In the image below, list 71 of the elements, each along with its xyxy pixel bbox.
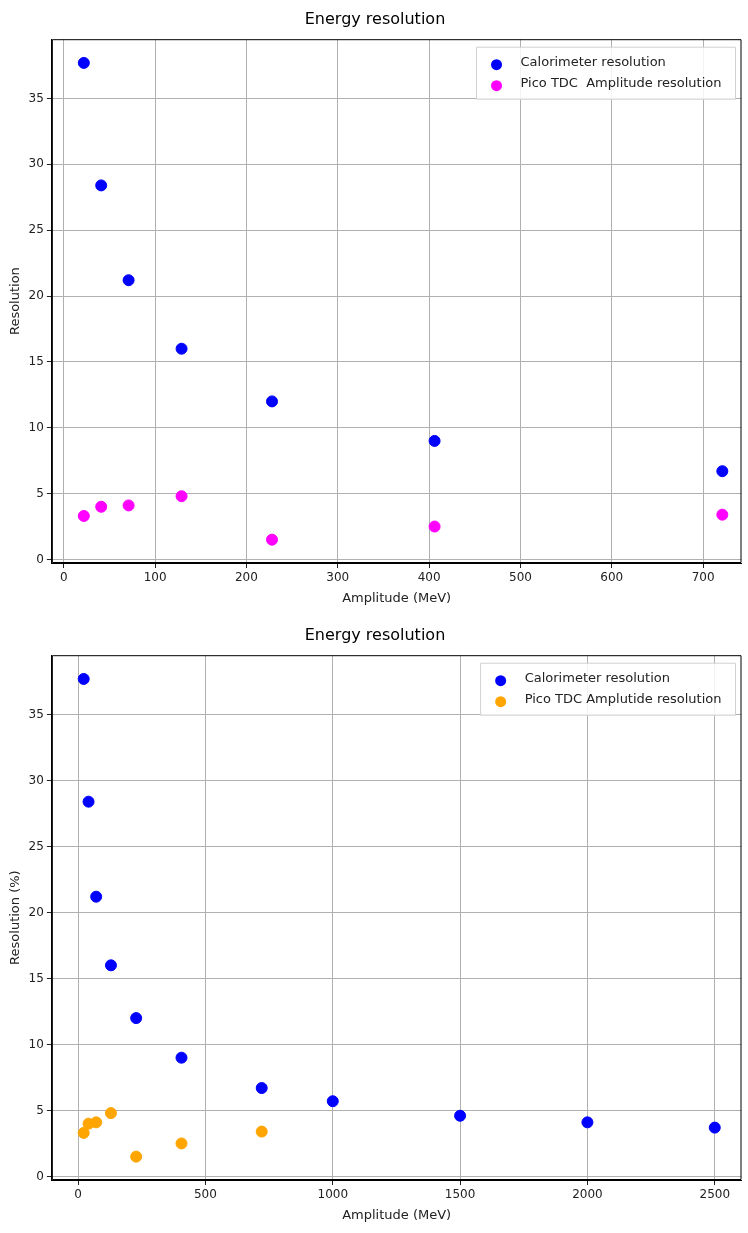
point: [104, 959, 117, 972]
point: [82, 795, 95, 808]
y-axis-title: Resolution: [7, 267, 23, 336]
x-tick-label: 2000: [572, 1187, 603, 1202]
x-tick-label: 0: [74, 1187, 82, 1202]
point: [454, 1109, 467, 1122]
point: [428, 434, 441, 447]
point: [104, 1107, 117, 1120]
point: [255, 1082, 268, 1095]
point: [266, 395, 278, 408]
x-tick-label: 2500: [699, 1187, 731, 1202]
point: [130, 1150, 143, 1163]
y-tick-label: 10: [28, 419, 44, 434]
y-tick-label: 10: [28, 1036, 44, 1051]
chart-title: Energy resolution: [304, 624, 446, 644]
y-tick-label: 15: [28, 970, 44, 985]
legend-label: Pico TDC Amplitude resolution: [520, 75, 722, 91]
point: [428, 520, 441, 533]
x-tick-label: 400: [417, 570, 441, 585]
y-tick-label: 25: [28, 222, 44, 237]
point: [122, 499, 135, 512]
point: [175, 490, 188, 503]
legend-label: Calorimeter resolution: [520, 54, 666, 70]
x-tick-label: 200: [234, 570, 258, 585]
point: [175, 1051, 188, 1064]
y-tick-label: 15: [28, 354, 44, 369]
y-tick-label: 35: [28, 706, 44, 721]
point: [708, 1121, 721, 1134]
y-tick-label: 20: [28, 288, 44, 303]
point: [122, 274, 135, 287]
y-tick-label: 30: [28, 772, 44, 787]
point: [581, 1116, 594, 1129]
y-tick-label: 30: [28, 156, 44, 171]
point: [77, 672, 90, 685]
point: [175, 342, 188, 355]
x-tick-label: 100: [143, 570, 167, 585]
point: [77, 56, 90, 69]
point: [266, 533, 278, 546]
y-tick-label: 5: [36, 485, 44, 500]
chart-title: Energy resolution: [304, 8, 446, 28]
legend-label: Calorimeter resolution: [524, 670, 670, 686]
legend-label: Pico TDC Amplutide resolution: [524, 691, 722, 707]
x-tick-label: 0: [59, 570, 68, 585]
y-tick-label: 5: [36, 1102, 44, 1117]
point: [77, 1126, 90, 1139]
x-tick-label: 700: [691, 570, 715, 585]
point: [255, 1125, 268, 1138]
point: [130, 1012, 143, 1025]
point: [175, 1137, 188, 1150]
x-axis-title: Amplitude (MeV): [342, 589, 452, 605]
y-tick-label: 25: [28, 838, 44, 853]
point: [77, 509, 90, 522]
y-tick-label: 0: [36, 551, 44, 566]
x-tick-label: 300: [326, 570, 350, 585]
point: [95, 500, 108, 513]
point: [716, 508, 729, 521]
point: [90, 1116, 103, 1129]
x-tick-label: 600: [600, 570, 624, 585]
x-tick-label: 500: [193, 1187, 217, 1202]
y-tick-label: 20: [28, 904, 44, 919]
y-axis-title: Resolution (%): [7, 870, 23, 965]
y-tick-label: 0: [36, 1168, 44, 1183]
point: [716, 465, 729, 478]
x-tick-label: 500: [509, 570, 532, 585]
x-tick-label: 1000: [317, 1187, 349, 1202]
point: [95, 179, 108, 192]
x-tick-label: 1500: [444, 1187, 476, 1202]
x-axis-title: Amplitude (MeV): [342, 1206, 452, 1222]
point: [326, 1095, 339, 1108]
point: [90, 890, 103, 903]
y-tick-label: 35: [28, 90, 44, 105]
